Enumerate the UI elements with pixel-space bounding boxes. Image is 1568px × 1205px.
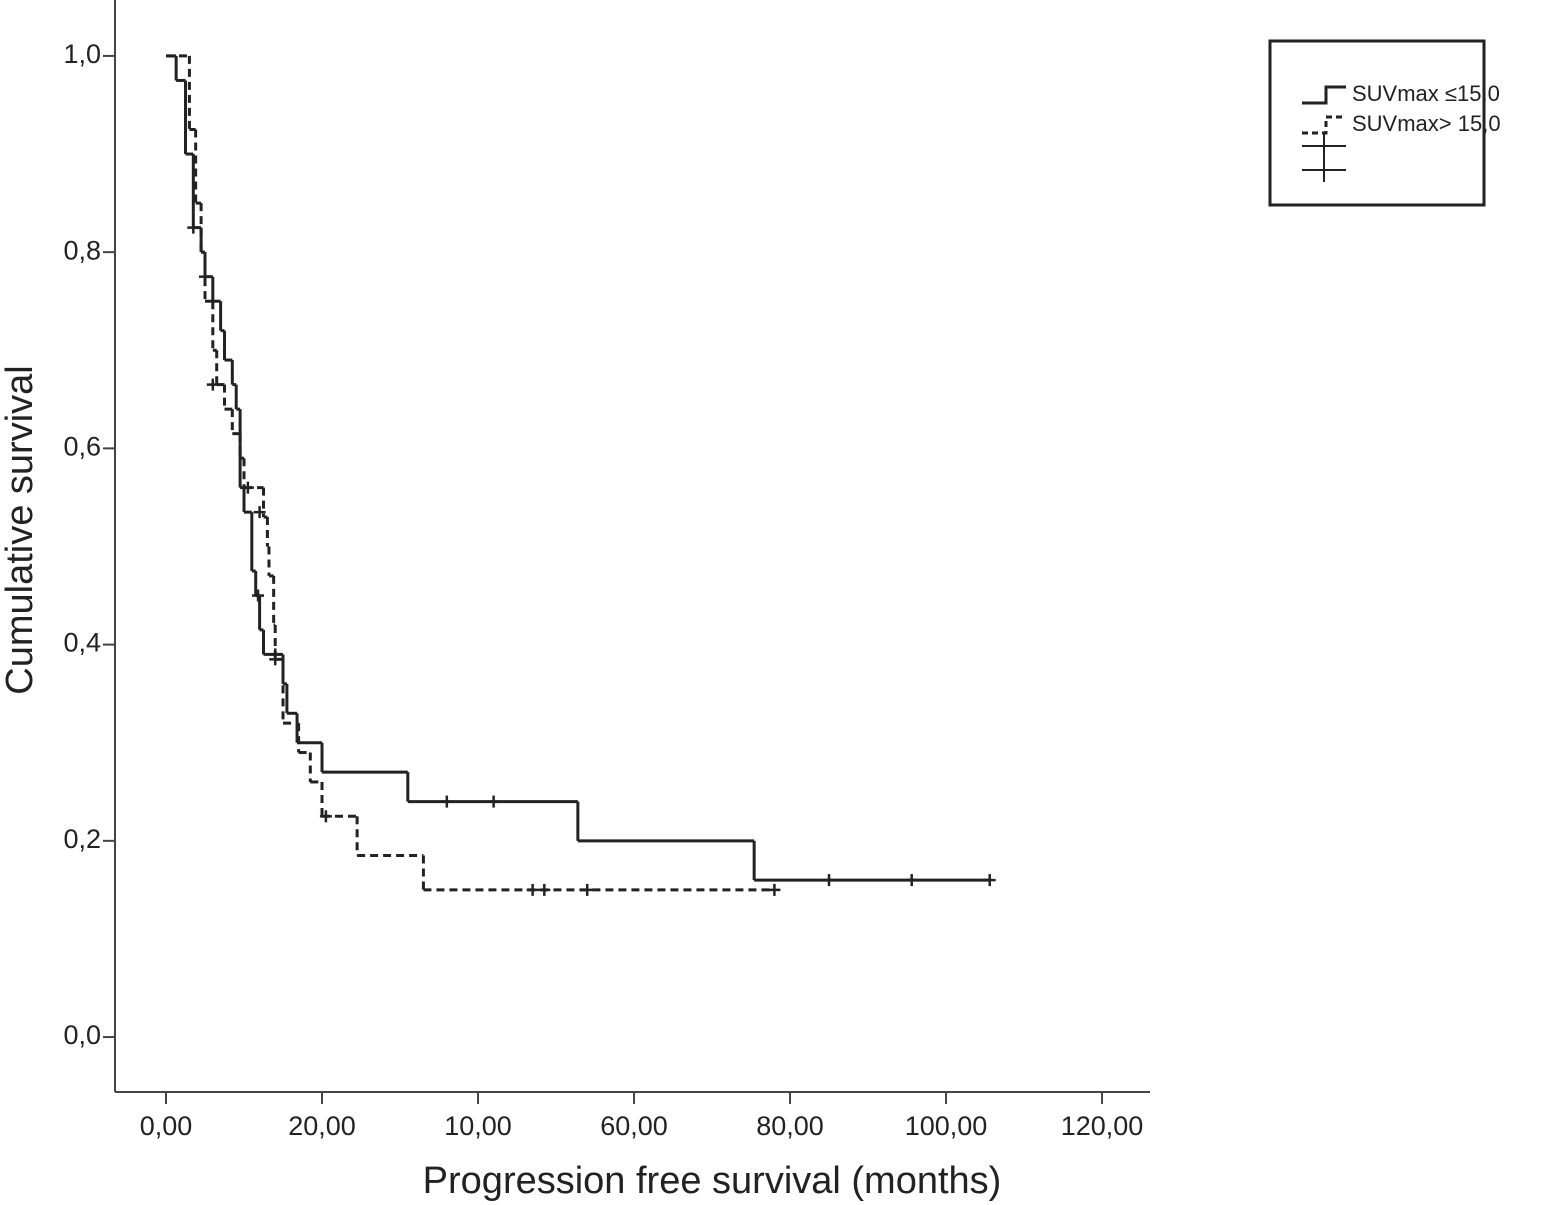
y-axis-title: Cumulative survival — [0, 365, 41, 694]
censor-mark — [241, 481, 254, 494]
censor-mark — [538, 883, 551, 896]
legend-label: SUVmax ≤15,0 — [1352, 81, 1500, 106]
y-tick-label: 0,2 — [63, 824, 101, 854]
censor-mark — [526, 883, 539, 896]
censor-mark — [983, 874, 996, 887]
x-tick-label: 100,00 — [905, 1111, 988, 1141]
censor-mark — [823, 874, 836, 887]
censor-mark — [206, 378, 219, 391]
y-tick-label: 1,0 — [63, 39, 101, 69]
legend-swatch — [1302, 115, 1346, 135]
censor-mark — [440, 795, 453, 808]
y-tick-label: 0,0 — [63, 1020, 101, 1050]
x-tick-label: 80,00 — [756, 1111, 824, 1141]
x-tick-label: 60,00 — [600, 1111, 668, 1141]
x-tick-label: 120,00 — [1061, 1111, 1144, 1141]
censor-mark — [487, 795, 500, 808]
censor-mark — [187, 221, 200, 234]
y-tick-label: 0,4 — [63, 628, 101, 658]
censor-mark — [581, 883, 594, 896]
x-tick-label: 0,00 — [140, 1111, 193, 1141]
legend-label: SUVmax> 15,0 — [1352, 111, 1501, 136]
legend-box — [1268, 39, 1486, 207]
legend-censor-icons — [1302, 134, 1346, 182]
censor-mark — [905, 874, 918, 887]
censor-mark — [253, 506, 266, 519]
censor-mark — [768, 883, 781, 896]
censor-mark — [319, 810, 332, 823]
legend-swatch — [1302, 85, 1346, 105]
y-tick-label: 0,8 — [63, 235, 101, 265]
x-axis-title: Progression free survival (months) — [423, 1160, 1002, 1202]
y-tick-label: 0,6 — [63, 432, 101, 462]
x-tick-label: 20,00 — [288, 1111, 356, 1141]
censor-mark — [269, 653, 282, 666]
censor-mark — [252, 589, 265, 602]
x-tick-label: 10,00 — [444, 1111, 512, 1141]
